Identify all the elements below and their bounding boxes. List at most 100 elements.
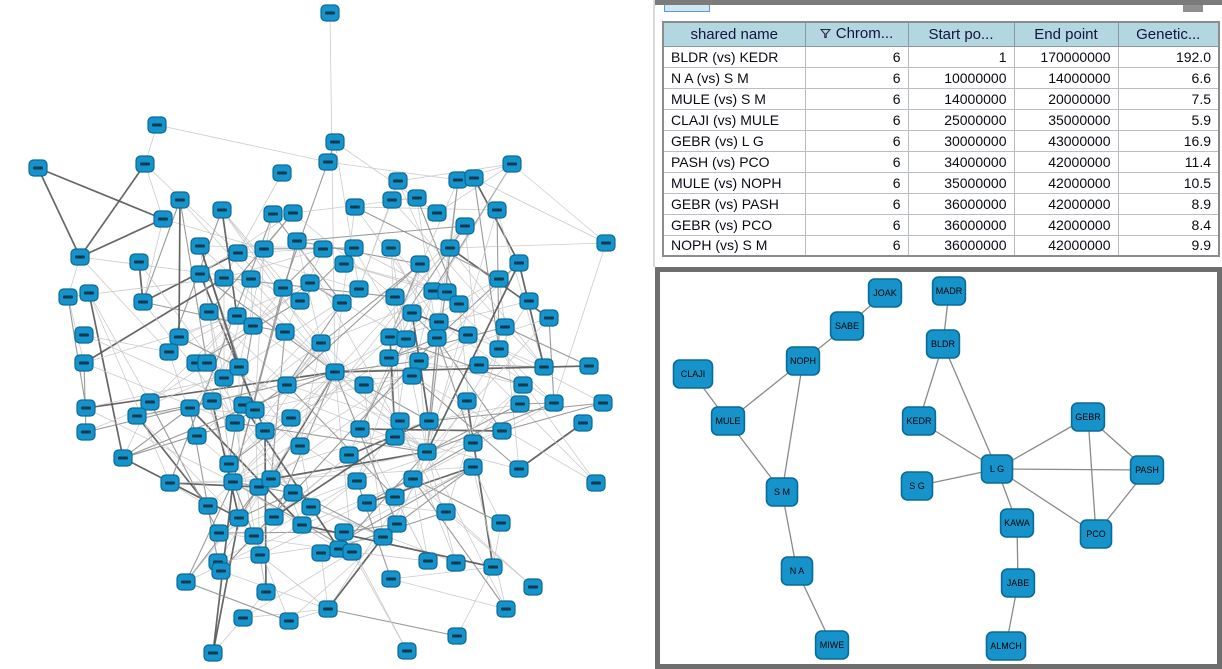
table-cell[interactable]: 36000000 — [907, 192, 1015, 215]
detail-node-MULE[interactable]: MULE — [710, 406, 746, 436]
network-node[interactable] — [332, 294, 352, 312]
network-node[interactable] — [133, 293, 153, 311]
table-cell[interactable]: CLAJI (vs) MULE — [662, 108, 806, 131]
table-cell[interactable]: GEBR (vs) PCO — [662, 213, 806, 236]
network-node[interactable] — [212, 201, 232, 219]
network-node[interactable] — [198, 497, 218, 515]
detail-edge-LG-PCO[interactable] — [996, 468, 1097, 535]
network-node[interactable] — [440, 239, 460, 257]
node-shape[interactable] — [900, 471, 934, 501]
detail-node-MADR[interactable]: MADR — [931, 276, 967, 306]
node-shape[interactable] — [867, 278, 903, 308]
network-node[interactable] — [153, 210, 173, 228]
network-node[interactable] — [325, 133, 345, 151]
network-node[interactable] — [228, 244, 248, 262]
table-cell[interactable]: 43000000 — [1013, 129, 1119, 152]
network-node[interactable] — [79, 284, 99, 302]
network-node[interactable] — [381, 570, 401, 588]
network-node[interactable] — [489, 270, 509, 288]
network-node[interactable] — [339, 446, 359, 464]
network-node[interactable] — [74, 326, 94, 344]
detail-node-SG[interactable]: S G — [900, 471, 934, 501]
network-node[interactable] — [349, 280, 369, 298]
network-node[interactable] — [160, 474, 180, 492]
network-node[interactable] — [419, 412, 439, 430]
network-node[interactable] — [256, 583, 276, 601]
table-cell[interactable]: 14000000 — [907, 87, 1015, 110]
table-cell[interactable]: 6.6 — [1117, 66, 1220, 89]
network-node[interactable] — [202, 392, 222, 410]
network-node[interactable] — [203, 644, 223, 662]
table-cell[interactable]: 10.5 — [1117, 171, 1220, 194]
network-node[interactable] — [135, 155, 155, 173]
network-node[interactable] — [283, 484, 303, 502]
column-header-4[interactable]: Genetic... — [1117, 21, 1220, 47]
node-shape[interactable] — [980, 454, 1014, 484]
network-node[interactable] — [334, 255, 354, 273]
network-node[interactable] — [519, 292, 539, 310]
network-node[interactable] — [403, 470, 423, 488]
table-cell[interactable]: 14000000 — [1013, 66, 1119, 89]
network-node[interactable] — [427, 329, 447, 347]
network-node[interactable] — [180, 399, 200, 417]
detail-node-JABE[interactable]: JABE — [1000, 568, 1036, 598]
filter-funnel-icon[interactable] — [819, 26, 831, 43]
table-cell[interactable]: 10000000 — [907, 66, 1015, 89]
network-node[interactable] — [199, 303, 219, 321]
network-node[interactable] — [446, 554, 466, 572]
node-shape[interactable] — [1070, 402, 1106, 432]
network-node[interactable] — [379, 349, 399, 367]
network-node[interactable] — [350, 420, 370, 438]
detail-node-LG[interactable]: L G — [980, 454, 1014, 484]
network-node[interactable] — [402, 367, 422, 385]
network-node[interactable] — [318, 153, 338, 171]
detail-node-CLAJI[interactable]: CLAJI — [672, 359, 714, 389]
network-node[interactable] — [169, 328, 189, 346]
network-node[interactable] — [255, 422, 275, 440]
table-cell[interactable]: BLDR (vs) KEDR — [662, 45, 806, 68]
network-node[interactable] — [457, 392, 477, 410]
network-node[interactable] — [311, 334, 331, 352]
detail-node-BLDR[interactable]: BLDR — [925, 329, 961, 359]
node-shape[interactable] — [931, 276, 967, 306]
network-node[interactable] — [513, 376, 533, 394]
node-shape[interactable] — [925, 329, 961, 359]
network-node[interactable] — [385, 288, 405, 306]
network-node[interactable] — [464, 169, 484, 187]
network-node[interactable] — [320, 4, 340, 22]
network-node[interactable] — [243, 317, 263, 335]
table-cell[interactable]: 6 — [804, 171, 909, 194]
table-cell[interactable]: 6 — [804, 66, 909, 89]
table-row[interactable]: GEBR (vs) PCO 6 36000000 42000000 8.4 — [662, 213, 1220, 236]
network-node[interactable] — [463, 458, 483, 476]
table-row[interactable]: PASH (vs) PCO 6 34000000 42000000 11.4 — [662, 150, 1220, 173]
network-node[interactable] — [410, 255, 430, 273]
network-node[interactable] — [509, 460, 529, 478]
network-node[interactable] — [225, 414, 245, 432]
table-cell[interactable]: 9.9 — [1117, 234, 1220, 257]
detail-node-MIWE[interactable]: MIWE — [814, 630, 850, 660]
table-cell[interactable]: 5.9 — [1117, 108, 1220, 131]
table-cell[interactable]: 8.4 — [1117, 213, 1220, 236]
table-row[interactable]: GEBR (vs) L G 6 30000000 43000000 16.9 — [662, 129, 1220, 152]
detail-node-KEDR[interactable]: KEDR — [901, 406, 937, 436]
network-node[interactable] — [492, 422, 512, 440]
network-node[interactable] — [539, 309, 559, 327]
network-node[interactable] — [311, 544, 331, 562]
table-cell[interactable]: 42000000 — [1013, 150, 1119, 173]
table-cell[interactable]: 6 — [804, 234, 909, 257]
network-node[interactable] — [264, 508, 284, 526]
network-node[interactable] — [334, 523, 354, 541]
network-node[interactable] — [397, 642, 417, 660]
network-node[interactable] — [483, 558, 503, 576]
table-cell[interactable]: 35000000 — [1013, 108, 1119, 131]
network-node[interactable] — [388, 172, 408, 190]
network-node[interactable] — [409, 352, 429, 370]
network-node[interactable] — [283, 204, 303, 222]
table-cell[interactable]: N A (vs) S M — [662, 66, 806, 89]
node-shape[interactable] — [765, 477, 799, 507]
network-node[interactable] — [373, 528, 393, 546]
network-node[interactable] — [544, 394, 564, 412]
table-cell[interactable]: 8.9 — [1117, 192, 1220, 215]
detail-edge-GEBR-PCO[interactable] — [1087, 416, 1097, 535]
